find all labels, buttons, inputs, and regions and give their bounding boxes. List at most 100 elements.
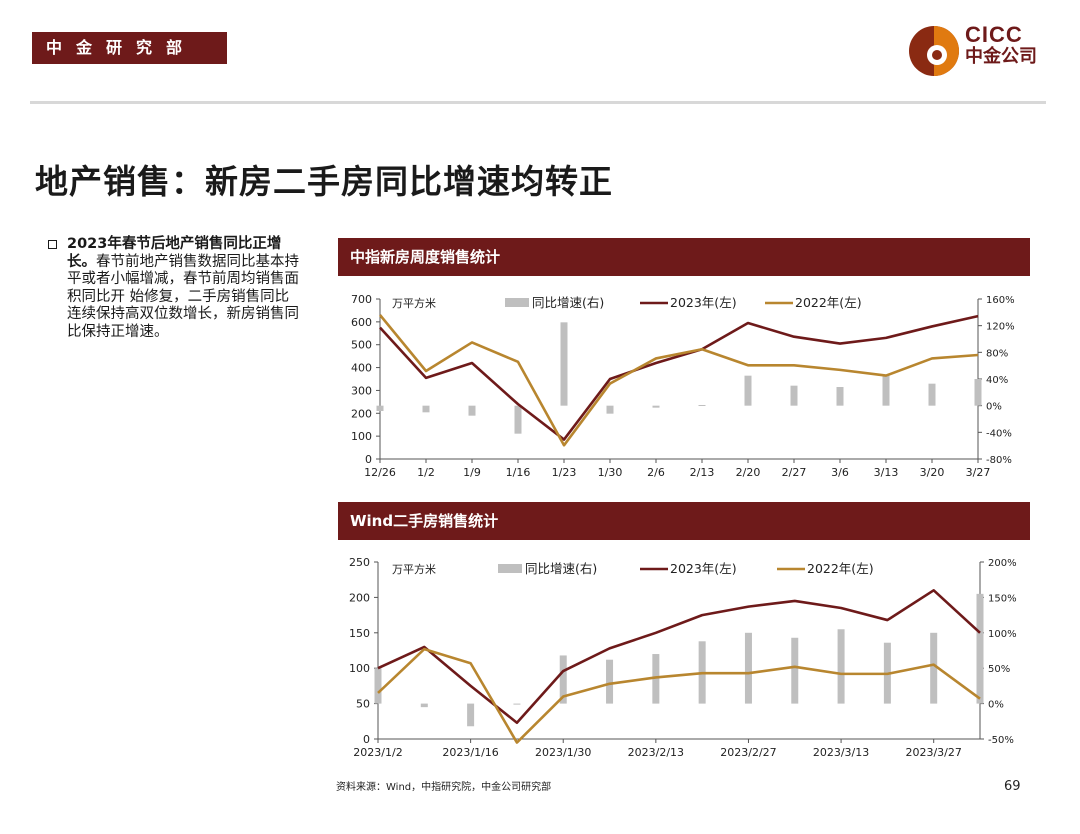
source-note: 资料来源：Wind，中指研究院，中金公司研究部 [336, 782, 552, 793]
y-right-tick-label: -80% [986, 455, 1012, 466]
y-right-tick-label: 50% [988, 664, 1010, 675]
bullet-point: 2023年春节后地产销售同比正增长。春节前地产销售数据同比基本持平或者小幅增减，… [48, 236, 303, 341]
series-2022-line [377, 647, 981, 744]
x-tick-label: 2023/1/2 [353, 746, 402, 759]
page-number: 69 [1004, 779, 1021, 794]
x-tick-label: 3/13 [874, 466, 899, 479]
series-2022-line [378, 314, 979, 447]
yoy-growth-bar [374, 668, 382, 704]
yoy-growth-bar [928, 383, 936, 406]
y-left-tick-label: 600 [351, 316, 372, 329]
y-right-tick-label: 40% [986, 375, 1008, 386]
yoy-growth-bar [836, 387, 844, 406]
yoy-growth-bar [560, 322, 568, 406]
x-tick-label: 12/26 [364, 466, 396, 479]
y-right-tick-label: 120% [986, 322, 1015, 333]
x-tick-label: 2/27 [782, 466, 807, 479]
yoy-growth-bar [790, 385, 798, 406]
yoy-growth-bar [606, 405, 614, 414]
yoy-growth-bar [791, 637, 799, 704]
y-left-tick-label: 150 [349, 627, 370, 640]
yoy-growth-bar [652, 654, 660, 704]
y-right-tick-label: 200% [988, 558, 1017, 569]
chart2-header: Wind二手房销售统计 [338, 502, 1030, 540]
series-2023-line [377, 589, 981, 725]
y-left-tick-label: 250 [349, 556, 370, 569]
new-home-sales-chart: 700 600 500 400 300 200 100 0 160% 120% 80% 40% 0% -4… [351, 293, 1015, 479]
yoy-growth-bar [976, 593, 984, 704]
yoy-growth-bar [744, 375, 752, 406]
yoy-growth-bar [422, 405, 430, 413]
y-right-tick-label: 80% [986, 348, 1008, 359]
chart1-header: 中指新房周度销售统计 [338, 238, 1030, 276]
legend-bar-swatch [505, 298, 529, 307]
secondhand-home-sales-chart: 250 200 150 100 50 0 200% 150% 100% 50% 0% -50% 2023… [349, 556, 1017, 759]
x-tick-label: 2023/2/27 [720, 746, 776, 759]
yoy-growth-bar [514, 405, 522, 434]
legend-yoy-label: 同比增速(右) [532, 295, 604, 310]
bullet-square-icon [48, 240, 57, 249]
legend-yoy-label: 同比增速(右) [525, 561, 597, 576]
y-left-tick-label: 300 [351, 384, 372, 397]
legend-bar-swatch [498, 564, 522, 573]
x-tick-label: 1/16 [506, 466, 531, 479]
y-right-tick-label: 150% [988, 593, 1017, 604]
yoy-growth-bar [559, 655, 567, 704]
yoy-growth-bar [420, 703, 428, 708]
legend-2022-label: 2022年(左) [795, 295, 862, 310]
y-left-tick-label: 0 [365, 453, 372, 466]
legend-2023-label: 2023年(左) [670, 295, 737, 310]
x-tick-label: 3/6 [831, 466, 849, 479]
x-tick-label: 1/9 [463, 466, 481, 479]
y-left-tick-label: 100 [349, 662, 370, 675]
logo-text-cn: 中金公司 [965, 46, 1037, 67]
legend-2022-label: 2022年(左) [807, 561, 874, 576]
y-right-tick-label: 0% [986, 402, 1002, 413]
bullet-bold-text: 2023年春节后地产销售同比正增长。 [67, 236, 282, 270]
yoy-growth-bar [930, 632, 938, 704]
y-left-tick-label: 400 [351, 362, 372, 375]
y-left-tick-label: 700 [351, 293, 372, 306]
y-right-tick-label: -50% [988, 735, 1014, 746]
yoy-growth-bar [652, 405, 660, 408]
x-tick-label: 1/23 [552, 466, 577, 479]
x-tick-label: 2/6 [647, 466, 665, 479]
x-tick-label: 2/13 [690, 466, 715, 479]
yoy-growth-bar [468, 405, 476, 416]
x-tick-label: 2023/3/13 [813, 746, 869, 759]
yoy-growth-bar [744, 632, 752, 704]
y-right-tick-label: -40% [986, 428, 1012, 439]
x-tick-label: 3/27 [966, 466, 991, 479]
yoy-growth-bar [974, 379, 982, 406]
yoy-growth-bar [837, 629, 845, 704]
series-2023-line [379, 314, 979, 441]
x-tick-label: 2/20 [736, 466, 761, 479]
unit-label: 万平方米 [392, 562, 436, 576]
cicc-logo-icon [909, 26, 959, 76]
x-tick-label: 2023/2/13 [628, 746, 684, 759]
y-right-tick-label: 0% [988, 700, 1004, 711]
yoy-growth-bar [467, 703, 475, 727]
yoy-growth-bar [376, 405, 384, 411]
y-left-tick-label: 0 [363, 733, 370, 746]
x-tick-label: 1/2 [417, 466, 435, 479]
x-tick-label: 3/20 [920, 466, 945, 479]
bullet-text: 春节前地产销售数据同比基本持平或者小幅增减，春节前周均销售面积同比开 始修复，二… [67, 253, 299, 340]
x-tick-label: 1/30 [598, 466, 623, 479]
legend-2023-label: 2023年(左) [670, 561, 737, 576]
unit-label: 万平方米 [392, 296, 436, 310]
y-left-tick-label: 100 [351, 430, 372, 443]
yoy-growth-bar [606, 659, 614, 704]
yoy-growth-bar [698, 405, 706, 406]
yoy-growth-bar [513, 703, 521, 705]
x-tick-label: 2023/1/16 [442, 746, 498, 759]
header-divider [30, 101, 1046, 104]
logo-text-en: CICC [965, 22, 1023, 47]
y-left-tick-label: 200 [349, 591, 370, 604]
y-left-tick-label: 500 [351, 339, 372, 352]
cicc-logo: CICC 中金公司 [905, 22, 1045, 80]
y-right-tick-label: 100% [988, 629, 1017, 640]
department-banner: 中金研究部 [32, 32, 227, 64]
slide-title: 地产销售：新房二手房同比增速均转正 [35, 162, 613, 201]
x-tick-label: 2023/3/27 [905, 746, 961, 759]
